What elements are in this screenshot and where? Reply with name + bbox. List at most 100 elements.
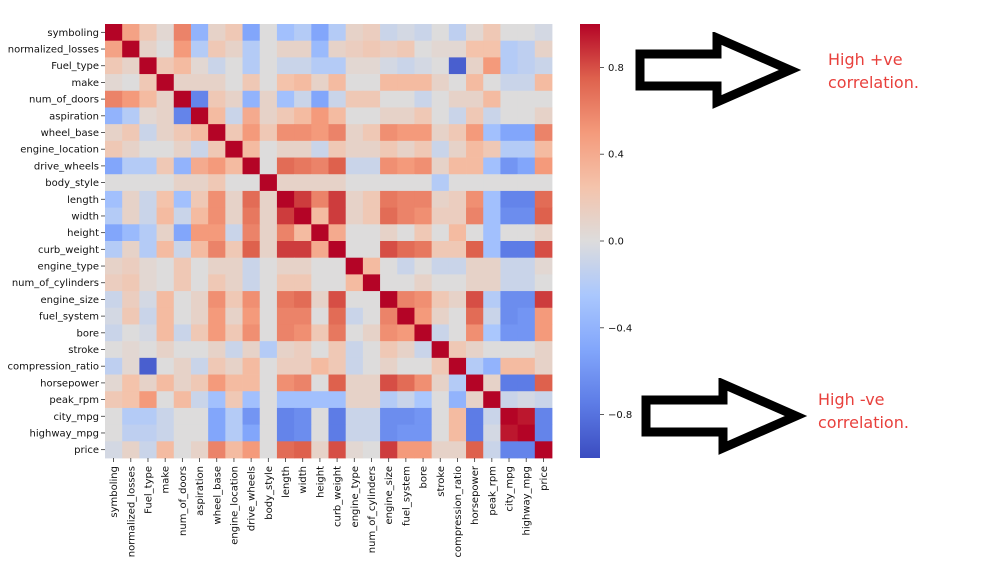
heatmap-cell: [242, 307, 261, 325]
heatmap-cell: [311, 190, 329, 209]
heatmap-cell: [500, 357, 519, 375]
heatmap-cell: [242, 124, 261, 142]
heatmap-cell: [294, 174, 312, 192]
high-negative-annotation: High -ve correlation.: [818, 388, 909, 434]
heatmap-cell: [190, 391, 209, 409]
heatmap-cell: [448, 391, 467, 409]
heatmap-cell: [362, 424, 381, 442]
heatmap-cell: [448, 224, 467, 242]
heatmap-cell: [122, 207, 140, 225]
heatmap-cell: [242, 374, 261, 392]
heatmap-cell: [534, 357, 553, 375]
heatmap-cell: [139, 424, 157, 442]
heatmap-cell: [105, 341, 123, 359]
heatmap-cell: [362, 107, 381, 125]
heatmap-cell: [190, 190, 209, 209]
heatmap-cell: [190, 24, 209, 42]
heatmap-cell: [122, 257, 140, 275]
x-tick-label: bore: [419, 466, 430, 489]
heatmap-cell: [139, 57, 157, 75]
heatmap-cell: [517, 90, 536, 108]
y-tick-label: city_mpg: [53, 412, 99, 423]
heatmap-cell: [380, 207, 398, 225]
heatmap-cell: [173, 157, 192, 175]
heatmap-cell: [414, 124, 433, 142]
heatmap-cell: [534, 374, 553, 392]
heatmap-cell: [466, 374, 484, 392]
heatmap-cell: [294, 241, 312, 259]
heatmap-cell: [139, 241, 157, 259]
heatmap-cell: [397, 90, 415, 108]
heatmap-cell: [122, 190, 140, 209]
heatmap-cell: [483, 241, 501, 259]
heatmap-cell: [294, 441, 312, 459]
heatmap-cell: [122, 140, 140, 158]
heatmap-cell: [276, 40, 295, 58]
x-tick-label: drive_wheels: [247, 466, 258, 531]
heatmap-cell: [190, 374, 209, 392]
high-positive-line1: High +ve: [828, 50, 903, 69]
x-tick-label: city_mpg: [505, 466, 516, 512]
colorbar-tick-label: 0.4: [608, 150, 624, 161]
heatmap-cell: [208, 274, 226, 292]
heatmap-cell: [105, 441, 123, 459]
heatmap-cell: [362, 207, 381, 225]
heatmap-cell: [534, 224, 553, 242]
y-tick-label: num_of_cylinders: [12, 278, 99, 289]
heatmap-cell: [328, 140, 347, 158]
x-tick-label: highway_mpg: [522, 466, 533, 535]
heatmap-cell: [225, 24, 243, 42]
heatmap-cell: [397, 441, 415, 459]
heatmap-cell: [534, 107, 553, 125]
heatmap-cell: [156, 40, 175, 58]
heatmap-cell: [105, 140, 123, 158]
heatmap-cell: [139, 257, 157, 275]
heatmap-cell: [500, 40, 519, 58]
heatmap-cell: [294, 90, 312, 108]
heatmap-cell: [431, 40, 450, 58]
heatmap-cell: [259, 341, 278, 359]
heatmap-cell: [173, 274, 192, 292]
colorbar-tick-label: 0.0: [608, 237, 624, 248]
heatmap-cell: [517, 224, 536, 242]
colorbar: [580, 24, 600, 458]
heatmap-cell: [225, 357, 243, 375]
heatmap-cell: [173, 90, 192, 108]
heatmap-cell: [534, 274, 553, 292]
heatmap-cell: [328, 40, 347, 58]
heatmap-cell: [156, 157, 175, 175]
heatmap-cell: [380, 107, 398, 125]
heatmap-cell: [122, 24, 140, 42]
heatmap-cell: [345, 174, 364, 192]
heatmap-cell: [397, 157, 415, 175]
heatmap-cell: [276, 140, 295, 158]
heatmap-cell: [242, 424, 261, 442]
heatmap-cell: [139, 140, 157, 158]
heatmap-cell: [362, 357, 381, 375]
heatmap-cell: [517, 40, 536, 58]
heatmap-cell: [190, 74, 209, 92]
heatmap-cell: [311, 291, 329, 309]
heatmap-cell: [156, 140, 175, 158]
x-tick-label: compression_ratio: [453, 466, 464, 557]
heatmap-cell: [362, 291, 381, 309]
heatmap-cell: [414, 391, 433, 409]
heatmap-cell: [122, 424, 140, 442]
heatmap-cell: [242, 357, 261, 375]
heatmap-cell: [276, 391, 295, 409]
heatmap-cell: [431, 224, 450, 242]
heatmap-cell: [311, 274, 329, 292]
heatmap-cell: [362, 257, 381, 275]
heatmap-cell: [259, 291, 278, 309]
heatmap-cell: [500, 241, 519, 259]
heatmap-cell: [259, 374, 278, 392]
heatmap-cell: [414, 57, 433, 75]
heatmap-cell: [190, 124, 209, 142]
heatmap-cell: [311, 224, 329, 242]
heatmap-cell: [208, 207, 226, 225]
y-tick-label: highway_mpg: [30, 428, 99, 439]
heatmap-cell: [105, 424, 123, 442]
heatmap-cell: [122, 374, 140, 392]
heatmap-cell: [380, 90, 398, 108]
heatmap-cell: [448, 324, 467, 342]
